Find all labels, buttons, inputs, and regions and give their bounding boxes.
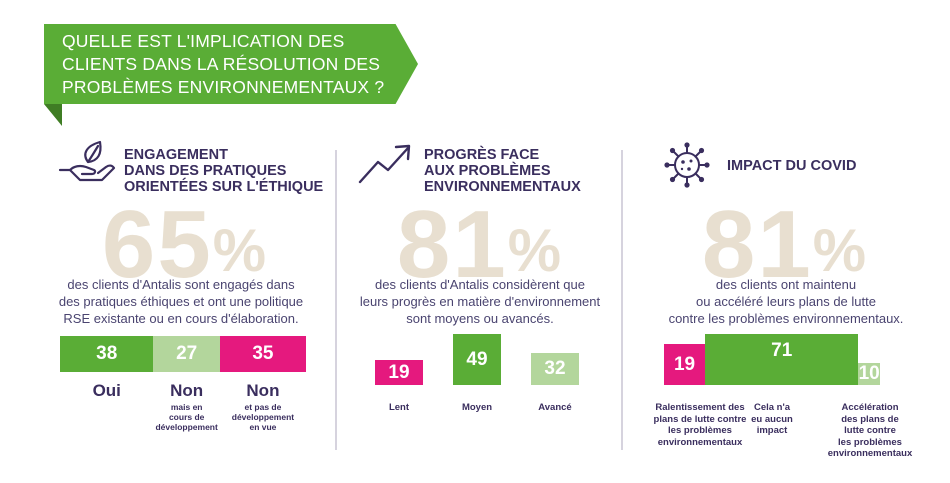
section-title: PROGRÈS FACE AUX PROBLÈMES ENVIRONNEMENTAU… bbox=[424, 147, 581, 195]
bar-value: 10 bbox=[858, 363, 880, 384]
big-percentage: 65% bbox=[101, 191, 269, 298]
big-percentage: 81% bbox=[701, 191, 869, 298]
bar bbox=[531, 353, 579, 385]
bar-value: 71 bbox=[771, 340, 793, 361]
bar-value: 38 bbox=[96, 343, 118, 364]
bar-label: Cela n'a eu aucun impact bbox=[751, 402, 793, 436]
bar-value: 32 bbox=[544, 358, 566, 379]
trend-arrow-icon bbox=[358, 144, 411, 184]
bar bbox=[858, 363, 880, 385]
bar bbox=[153, 336, 220, 372]
section-description: des clients ont maintenu ou accéléré leur… bbox=[668, 277, 904, 326]
section-description: des clients d'Antalis considèrent que leu… bbox=[359, 277, 601, 326]
section-divider bbox=[335, 150, 337, 450]
bar-label: Oui bbox=[92, 381, 121, 400]
bar-sublabel: et pas de développement en vue bbox=[231, 402, 295, 432]
bar-value: 27 bbox=[176, 343, 198, 364]
bar bbox=[219, 336, 306, 372]
bar bbox=[705, 334, 859, 385]
section-title: ENGAGEMENT DANS DES PRATIQUES ORIENTÉES SU… bbox=[124, 147, 324, 195]
section-divider bbox=[621, 150, 623, 450]
bar-label: Avancé bbox=[538, 402, 572, 413]
bar-value: 19 bbox=[673, 353, 696, 375]
section-title: IMPACT DU COVID bbox=[727, 158, 857, 174]
bar-label: Accélération des plans de lutte contre les … bbox=[827, 402, 913, 459]
bar-label: Lent bbox=[388, 402, 410, 413]
banner-fold bbox=[44, 104, 62, 126]
bar-value: 35 bbox=[252, 343, 274, 364]
big-percentage: 81% bbox=[396, 191, 564, 298]
bar bbox=[375, 360, 423, 385]
hand-leaf-icon bbox=[58, 140, 116, 182]
bar-sublabel: mais en cours de développement bbox=[155, 402, 218, 432]
bar-value: 19 bbox=[388, 361, 410, 383]
section-description: des clients d'Antalis sont engagés dans d… bbox=[58, 277, 304, 326]
bar bbox=[60, 336, 154, 372]
bar-label: Moyen bbox=[461, 402, 493, 413]
bar bbox=[664, 344, 706, 385]
banner-title: QUELLE EST L'IMPLICATION DES CLIENTS DAN… bbox=[62, 31, 385, 97]
bar-label: Ralentissement des plans de lutte contre l… bbox=[653, 402, 747, 448]
bar-value: 49 bbox=[466, 348, 488, 370]
bar-label: Non bbox=[170, 381, 204, 400]
bar-label: Non bbox=[246, 381, 280, 400]
virus-icon bbox=[664, 142, 710, 188]
bar bbox=[453, 334, 501, 385]
title-banner bbox=[44, 24, 418, 104]
